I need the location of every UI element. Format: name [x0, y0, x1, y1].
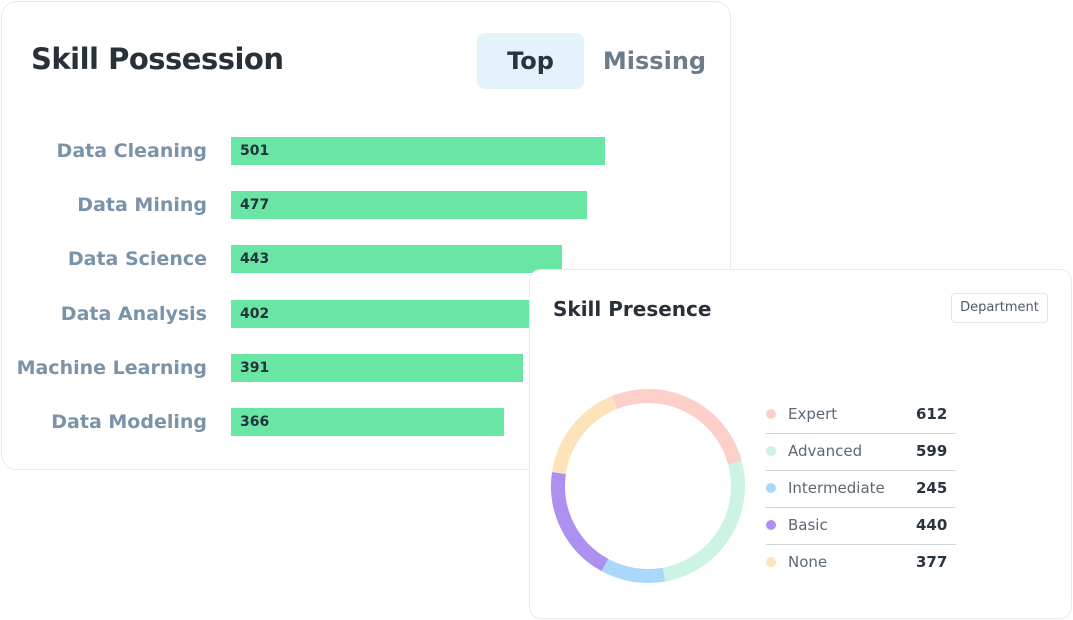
bar-label: Data Modeling	[51, 411, 207, 433]
donut-slice-advanced[interactable]	[662, 460, 745, 582]
legend-dot	[766, 483, 776, 493]
bar-label: Data Science	[67, 248, 207, 271]
donut-slice-basic[interactable]	[551, 472, 609, 572]
donut-slice-expert[interactable]	[611, 389, 742, 465]
legend-dot	[766, 557, 776, 567]
skill-presence-donut-chart	[551, 389, 745, 583]
legend-label: Expert	[788, 405, 838, 423]
donut-slice-intermediate[interactable]	[601, 558, 666, 583]
bar[interactable]: 501	[231, 137, 605, 165]
legend-label: Basic	[788, 516, 828, 534]
bar[interactable]: 443	[231, 245, 562, 274]
bar-label: Data Analysis	[60, 302, 207, 325]
bar[interactable]: 477	[231, 191, 587, 220]
bar-value-label: 443	[240, 251, 270, 268]
skill-possession-bar-chart: Data Cleaning 501 Data Mining 477 Data Scien…	[2, 2, 732, 471]
legend-value: 612	[916, 405, 948, 423]
bar-value-label: 477	[240, 197, 270, 214]
legend-dot	[766, 409, 776, 419]
skill-presence-title: Skill Presence	[553, 297, 712, 321]
legend-label: Intermediate	[788, 479, 885, 497]
tab-missing[interactable]: Missing	[602, 47, 707, 75]
bar-value-label: 366	[240, 414, 270, 430]
legend-item: Intermediate 245	[766, 470, 956, 508]
bar-label: Machine Learning	[16, 356, 207, 379]
bar-value-label: 501	[240, 143, 270, 159]
legend-label: None	[788, 553, 828, 571]
legend-item: Advanced 599	[766, 433, 956, 471]
bar[interactable]: 366	[231, 408, 504, 436]
bar[interactable]: 391	[231, 353, 523, 382]
legend-item: None 377	[766, 544, 956, 581]
legend-value: 440	[916, 516, 948, 534]
bar-value-label: 391	[240, 359, 270, 376]
legend-value: 245	[916, 479, 948, 497]
legend-value: 599	[916, 442, 948, 460]
legend-value: 377	[916, 553, 948, 571]
legend-dot	[766, 446, 776, 456]
skill-possession-title: Skill Possession	[31, 42, 284, 76]
skill-presence-card: Skill Presence Department Expert 612 Advan…	[529, 269, 1072, 619]
legend-dot	[766, 520, 776, 530]
donut-slice-none[interactable]	[552, 396, 618, 475]
legend-label: Advanced	[788, 442, 863, 460]
bar-label: Data Cleaning	[56, 140, 207, 162]
bar-label: Data Mining	[77, 194, 207, 217]
tab-top[interactable]: Top	[477, 33, 584, 89]
bar-value-label: 402	[240, 305, 270, 322]
skill-possession-card: Skill Possession Top Missing Data Cleani…	[1, 1, 731, 470]
bar[interactable]: 402	[231, 299, 531, 328]
department-filter-button[interactable]: Department	[951, 293, 1048, 323]
legend-item: Expert 612	[766, 396, 956, 434]
legend-item: Basic 440	[766, 507, 956, 545]
